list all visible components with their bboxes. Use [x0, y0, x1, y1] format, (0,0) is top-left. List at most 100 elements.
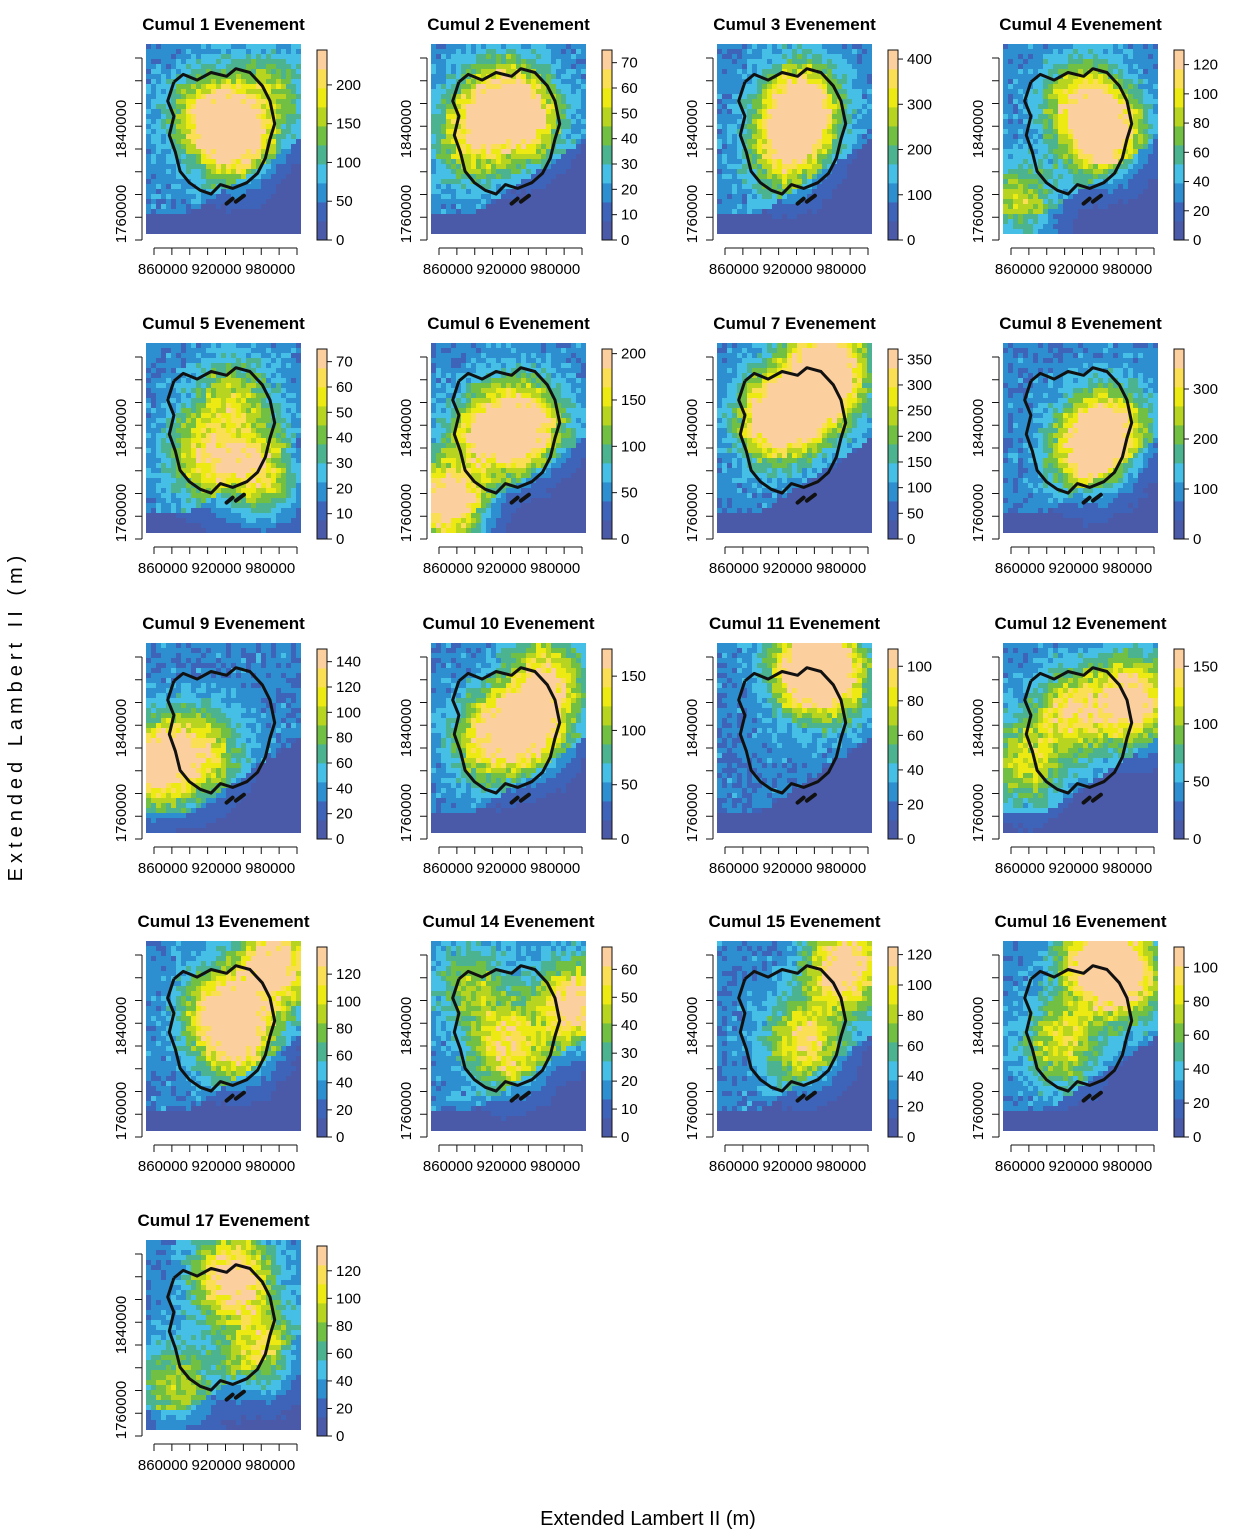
heatmap-cell	[1133, 119, 1139, 125]
heatmap-cell	[767, 159, 773, 165]
heatmap-cell	[1133, 199, 1139, 205]
heatmap-cell	[1088, 114, 1094, 120]
heatmap-cell	[802, 124, 808, 130]
heatmap-cell	[1053, 194, 1059, 200]
heatmap-cell	[526, 64, 532, 70]
heatmap-cell	[727, 94, 733, 100]
heatmap-cell	[1063, 129, 1069, 135]
heatmap-cell	[171, 69, 177, 75]
heatmap-cell	[276, 84, 282, 90]
heatmap-cell	[151, 89, 157, 95]
heatmap-cell	[807, 149, 813, 155]
y-tick-label: 1760000	[970, 185, 987, 243]
heatmap-cell	[576, 179, 582, 185]
heatmap-cell	[857, 54, 863, 60]
heatmap-cell	[471, 144, 477, 150]
heatmap-cell	[757, 154, 763, 160]
heatmap-cell	[802, 149, 808, 155]
heatmap-cell	[847, 59, 853, 65]
heatmap-cell	[286, 134, 292, 140]
heatmap-cell	[1078, 189, 1084, 195]
heatmap-cell	[511, 74, 517, 80]
heatmap-cell	[191, 179, 197, 185]
heatmap-cell	[1073, 224, 1079, 230]
heatmap-cell	[1148, 59, 1154, 65]
heatmap-cell	[797, 154, 803, 160]
heatmap-cell	[186, 189, 192, 195]
heatmap-cell	[847, 199, 853, 205]
heatmap-cell	[486, 199, 492, 205]
heatmap-cell	[216, 69, 222, 75]
heatmap-cell	[1108, 144, 1114, 150]
heatmap-cell	[1108, 129, 1114, 135]
heatmap-cell	[231, 209, 237, 215]
heatmap-cell	[1023, 149, 1029, 155]
colorbar-swatch	[602, 145, 612, 165]
heatmap-cell	[436, 64, 442, 70]
heatmap-cell	[541, 139, 547, 145]
heatmap-cell	[1028, 184, 1034, 190]
heatmap-cell	[742, 94, 748, 100]
heatmap-cell	[862, 189, 868, 195]
heatmap-cell	[1063, 109, 1069, 115]
heatmap-cell	[456, 129, 462, 135]
heatmap-cell	[461, 134, 467, 140]
heatmap-cell	[867, 114, 872, 120]
heatmap-cell	[1068, 164, 1074, 170]
heatmap-cell	[436, 69, 442, 75]
heatmap-cell	[1073, 199, 1079, 205]
heatmap-cell	[1068, 114, 1074, 120]
heatmap-cell	[842, 169, 848, 175]
heatmap-cell	[511, 164, 517, 170]
heatmap-cell	[506, 79, 512, 85]
heatmap-cell	[431, 99, 437, 105]
heatmap-cell	[166, 114, 172, 120]
heatmap-cell	[496, 94, 502, 100]
heatmap-cell	[551, 154, 557, 160]
heatmap-cell	[1123, 194, 1129, 200]
heatmap-cell	[231, 179, 237, 185]
heatmap-cell	[176, 343, 182, 349]
heatmap-cell	[456, 59, 462, 65]
heatmap-cell	[1043, 124, 1049, 130]
x-axis: 860000 920000 980000	[709, 247, 869, 278]
heatmap-cell	[1033, 219, 1039, 225]
heatmap-cell	[451, 89, 457, 95]
heatmap-cell	[286, 104, 292, 110]
heatmap-cell	[782, 224, 788, 230]
heatmap-cell	[261, 109, 267, 115]
heatmap-cell	[466, 164, 472, 170]
heatmap-cell	[752, 169, 758, 175]
heatmap-cell	[792, 154, 798, 160]
heatmap-cell	[516, 209, 522, 215]
heatmap-cell	[757, 119, 763, 125]
heatmap-cell	[256, 194, 262, 200]
heatmap-cell	[747, 109, 753, 115]
heatmap-cell	[221, 89, 227, 95]
heatmap-cell	[201, 139, 207, 145]
heatmap-cell	[236, 114, 242, 120]
heatmap-cell	[797, 149, 803, 155]
heatmap-cell	[777, 159, 783, 165]
heatmap-cell	[1003, 204, 1009, 210]
heatmap-cell	[1133, 104, 1139, 110]
heatmap-cell	[431, 209, 437, 215]
heatmap-cell	[1068, 174, 1074, 180]
heatmap-cell	[506, 99, 512, 105]
heatmap-cell	[727, 59, 733, 65]
heatmap-cell	[476, 99, 482, 105]
heatmap-cell	[737, 194, 743, 200]
heatmap-cell	[767, 99, 773, 105]
heatmap-cell	[832, 179, 838, 185]
heatmap-cell	[1088, 129, 1094, 135]
heatmap-cell	[151, 49, 157, 55]
heatmap-cell	[546, 54, 552, 60]
heatmap-cell	[1013, 154, 1019, 160]
heatmap-cell	[476, 89, 482, 95]
heatmap-cell	[181, 139, 187, 145]
heatmap-cell	[1143, 94, 1149, 100]
heatmap-cell	[742, 159, 748, 165]
heatmap-cell	[216, 224, 222, 230]
heatmap-cell	[797, 224, 803, 230]
heatmap-cell	[181, 209, 187, 215]
